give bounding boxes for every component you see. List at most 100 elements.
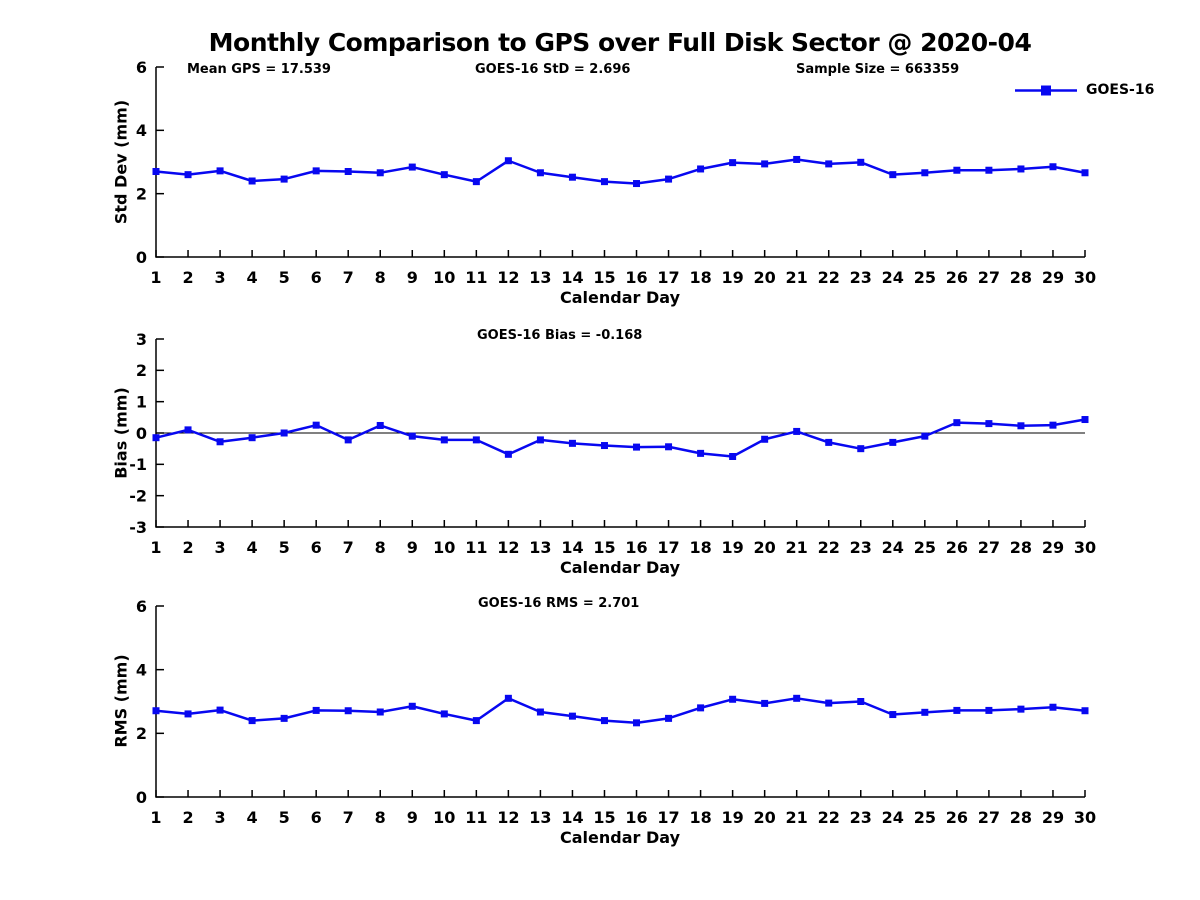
data-point-marker <box>152 707 160 715</box>
x-tick-label: 18 <box>689 808 711 827</box>
x-tick-label: 26 <box>946 268 968 287</box>
x-tick-label: 23 <box>850 268 872 287</box>
data-point-marker <box>344 436 352 444</box>
y-tick-label: 2 <box>136 361 147 380</box>
data-point-marker <box>889 711 897 719</box>
data-point-marker <box>729 695 737 703</box>
x-tick-label: 15 <box>593 538 615 557</box>
x-tick-label: 29 <box>1042 808 1064 827</box>
data-point-marker <box>312 706 320 714</box>
x-tick-label: 27 <box>978 268 1000 287</box>
x-tick-label: 15 <box>593 268 615 287</box>
data-point-marker <box>985 166 993 174</box>
x-tick-label: 23 <box>850 538 872 557</box>
x-tick-label: 29 <box>1042 538 1064 557</box>
y-tick-label: 4 <box>136 121 147 140</box>
x-tick-label: 18 <box>689 538 711 557</box>
data-point-marker <box>344 707 352 715</box>
x-tick-label: 1 <box>150 808 161 827</box>
data-point-marker <box>793 694 801 702</box>
x-tick-label: 22 <box>818 538 840 557</box>
annotation-mean-gps: Mean GPS = 17.539 <box>187 62 331 77</box>
data-point-marker <box>1017 422 1025 430</box>
y-tick-label: 4 <box>136 660 147 679</box>
x-tick-label: 12 <box>497 808 519 827</box>
x-tick-label: 4 <box>247 808 258 827</box>
x-tick-label: 9 <box>407 268 418 287</box>
x-tick-label: 6 <box>311 808 322 827</box>
x-tick-label: 19 <box>721 808 743 827</box>
y-tick-label: 6 <box>136 597 147 616</box>
x-tick-label: 17 <box>657 808 679 827</box>
x-tick-label: 18 <box>689 268 711 287</box>
y-axis-label-rms: RMS (mm) <box>111 654 131 748</box>
data-point-marker <box>953 419 961 427</box>
data-point-marker <box>472 178 480 186</box>
data-point-marker <box>761 699 769 707</box>
y-axis-label-stddev: Std Dev (mm) <box>111 99 131 225</box>
x-tick-label: 17 <box>657 538 679 557</box>
x-tick-label: 26 <box>946 538 968 557</box>
data-point-marker <box>504 157 512 165</box>
chart-title: Monthly Comparison to GPS over Full Disk… <box>208 28 1032 57</box>
annotation-goes16-bias: GOES-16 Bias = -0.168 <box>477 328 643 343</box>
x-tick-label: 19 <box>721 538 743 557</box>
x-tick-label: 26 <box>946 808 968 827</box>
data-point-marker <box>1049 163 1057 171</box>
data-point-marker <box>408 163 416 171</box>
data-point-marker <box>697 704 705 712</box>
x-tick-label: 4 <box>247 538 258 557</box>
x-tick-label: 5 <box>279 538 290 557</box>
data-point-marker <box>665 175 673 183</box>
x-tick-label: 30 <box>1074 538 1096 557</box>
x-tick-label: 14 <box>561 808 583 827</box>
data-point-marker <box>408 432 416 440</box>
x-tick-label: 12 <box>497 268 519 287</box>
x-tick-label: 7 <box>343 808 354 827</box>
x-tick-label: 19 <box>721 268 743 287</box>
data-point-marker <box>600 178 608 186</box>
data-point-marker <box>857 158 865 166</box>
x-tick-label: 8 <box>375 808 386 827</box>
data-point-marker <box>985 420 993 428</box>
data-point-marker <box>568 173 576 181</box>
data-point-marker <box>1017 165 1025 173</box>
x-tick-label: 28 <box>1010 268 1032 287</box>
data-point-marker <box>1049 703 1057 711</box>
data-point-marker <box>376 421 384 429</box>
x-tick-label: 17 <box>657 268 679 287</box>
x-axis-label-top: Calendar Day <box>560 288 680 307</box>
data-point-marker <box>152 434 160 442</box>
data-point-marker <box>985 706 993 714</box>
axis-lines <box>155 67 1085 258</box>
x-tick-label: 20 <box>754 808 776 827</box>
x-tick-label: 28 <box>1010 538 1032 557</box>
x-tick-label: 25 <box>914 538 936 557</box>
x-tick-label: 1 <box>150 268 161 287</box>
data-point-marker <box>408 702 416 710</box>
data-point-marker <box>600 717 608 725</box>
x-tick-label: 5 <box>279 268 290 287</box>
data-point-marker <box>1081 169 1089 177</box>
x-tick-label: 22 <box>818 268 840 287</box>
data-point-marker <box>665 714 673 722</box>
y-tick-label: 2 <box>136 724 147 743</box>
data-point-marker <box>825 160 833 168</box>
data-point-marker <box>921 169 929 177</box>
data-point-marker <box>665 443 673 451</box>
x-tick-label: 13 <box>529 808 551 827</box>
y-tick-label: 3 <box>136 330 147 349</box>
annotation-goes16-rms: GOES-16 RMS = 2.701 <box>478 596 640 611</box>
legend-label: GOES-16 <box>1086 82 1155 98</box>
x-tick-label: 23 <box>850 808 872 827</box>
x-tick-label: 3 <box>214 538 225 557</box>
y-tick-label: 6 <box>136 58 147 77</box>
x-tick-label: 27 <box>978 808 1000 827</box>
data-point-marker <box>1049 421 1057 429</box>
data-point-marker <box>889 171 897 179</box>
data-point-marker <box>857 445 865 453</box>
x-tick-label: 7 <box>343 538 354 557</box>
data-point-marker <box>184 171 192 179</box>
